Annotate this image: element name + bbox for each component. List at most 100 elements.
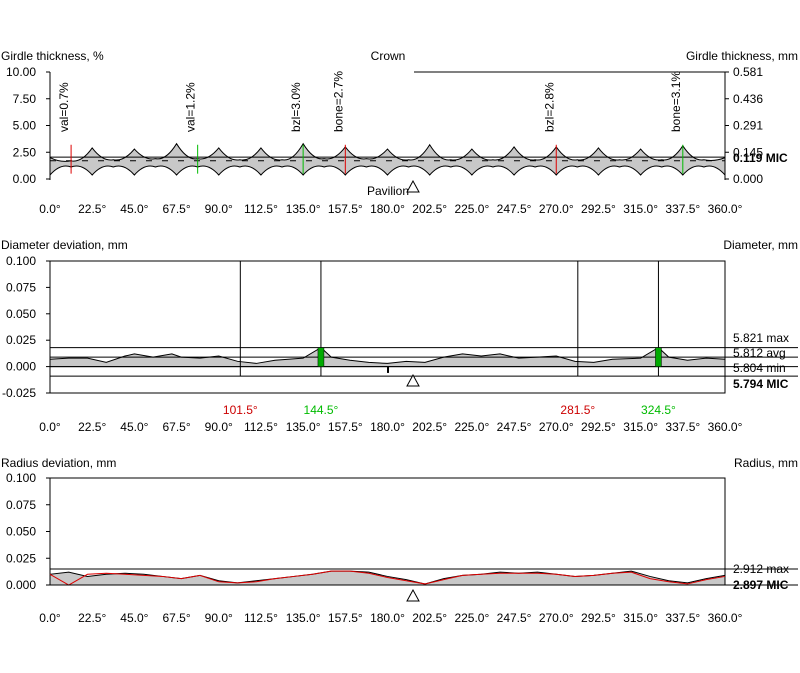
p2-angle-label: 324.5°	[641, 403, 676, 417]
p2-x-tick-label: 112.5°	[244, 420, 278, 434]
p2-right-title: Diameter, mm	[723, 238, 798, 252]
p2-triangle	[406, 373, 420, 387]
p3-x-tick-label: 157.5°	[328, 611, 363, 625]
p1-x-tick-label: 112.5°	[244, 202, 278, 216]
p2-x-tick-label: 67.5°	[162, 420, 190, 434]
p3-triangle	[406, 588, 420, 602]
p1-x-tick-label: 45.0°	[120, 202, 148, 216]
p2-avg-label: 5.812 avg	[733, 346, 786, 360]
p1-x-tick-label: 337.5°	[665, 202, 700, 216]
p3-x-tick-label: 180.0°	[370, 611, 405, 625]
p1-y-tick-label-left: 10.00	[6, 65, 36, 79]
p1-x-tick-label: 22.5°	[78, 202, 106, 216]
p3-x-tick-label: 90.0°	[205, 611, 233, 625]
p1-y-tick-label-right: 0.581	[733, 65, 763, 79]
p2-x-tick-label: 315.0°	[623, 420, 658, 434]
p1-mic-label: 0.119 MIC	[733, 151, 788, 165]
p3-radius-red-line	[49, 570, 726, 586]
p1-y-tick-label-left: 0.00	[13, 172, 37, 186]
p1-y-tick-label-right: 0.145	[733, 145, 763, 159]
p1-annotation-label: bone=2.7%	[331, 71, 345, 132]
p1-x-tick-label: 247.5°	[497, 202, 532, 216]
p2-y-tick-label: -0.025	[2, 386, 36, 400]
p2-max-label: 5.821 max	[733, 331, 789, 345]
p2-angle-label: 281.5°	[560, 403, 595, 417]
p1-x-tick-label: 360.0°	[708, 202, 743, 216]
p1-x-tick-label: 225.0°	[454, 202, 489, 216]
p2-plot-frame	[49, 260, 726, 394]
p1-x-tick-label: 292.5°	[581, 202, 616, 216]
p1-x-tick-label: 90.0°	[205, 202, 233, 216]
p2-y-tick-label: 0.025	[6, 333, 36, 347]
p2-x-tick-label: 0.0°	[39, 420, 61, 434]
p1-y-tick-label-left: 7.50	[13, 92, 37, 106]
p3-x-tick-label: 135.0°	[286, 611, 321, 625]
p2-x-tick-label: 22.5°	[78, 420, 106, 434]
p2-left-title: Diameter deviation, mm	[1, 238, 128, 252]
p1-x-tick-label: 270.0°	[539, 202, 574, 216]
p3-x-tick-label: 45.0°	[120, 611, 148, 625]
p1-annotation-label: bzl=2.8%	[542, 82, 556, 132]
p3-y-tick-label: 0.100	[6, 471, 36, 485]
p1-right-title: Girdle thickness, mm	[686, 49, 798, 63]
p3-x-tick-label: 112.5°	[244, 611, 278, 625]
p1-annotation-label: val=1.2%	[184, 82, 198, 132]
p2-x-tick-label: 202.5°	[412, 420, 447, 434]
p3-x-tick-label: 0.0°	[39, 611, 61, 625]
p1-x-tick-label: 157.5°	[328, 202, 363, 216]
p3-x-tick-label: 315.0°	[623, 611, 658, 625]
p2-x-tick-label: 225.0°	[454, 420, 489, 434]
p2-x-tick-label: 90.0°	[205, 420, 233, 434]
p1-left-title: Girdle thickness, %	[1, 49, 104, 63]
p3-radius-area	[49, 570, 726, 586]
p2-y-tick-label: 0.075	[6, 280, 36, 294]
p2-angle-label: 101.5°	[223, 403, 258, 417]
p3-x-tick-label: 270.0°	[539, 611, 574, 625]
p2-x-tick-label: 337.5°	[665, 420, 700, 434]
p2-x-tick-label: 157.5°	[328, 420, 363, 434]
p1-bottom-label: Pavilion	[367, 184, 409, 198]
p1-x-tick-label: 0.0°	[39, 202, 61, 216]
p3-x-tick-label: 22.5°	[78, 611, 106, 625]
p1-y-tick-label-right: 0.436	[733, 92, 763, 106]
p1-x-tick-label: 202.5°	[412, 202, 447, 216]
p2-x-tick-label: 45.0°	[120, 420, 148, 434]
p3-x-tick-label: 292.5°	[581, 611, 616, 625]
p3-y-tick-label: 0.000	[6, 578, 36, 592]
p1-pavilion-triangle	[406, 179, 420, 193]
p2-min-label: 5.804 min	[733, 361, 786, 375]
p2-x-tick-label: 360.0°	[708, 420, 743, 434]
p2-x-tick-label: 292.5°	[581, 420, 616, 434]
p2-mic-label: 5.794 MIC	[733, 377, 789, 391]
p3-y-tick-label: 0.025	[6, 551, 36, 565]
p3-x-tick-label: 247.5°	[497, 611, 532, 625]
p3-left-title: Radius deviation, mm	[1, 456, 116, 470]
p2-y-tick-label: 0.000	[6, 360, 36, 374]
p1-center-title: Crown	[371, 49, 406, 63]
p2-x-tick-label: 270.0°	[539, 420, 574, 434]
p1-y-tick-label-right: 0.000	[733, 172, 763, 186]
p1-y-tick-label-left: 5.00	[13, 119, 37, 133]
p1-x-tick-label: 67.5°	[162, 202, 190, 216]
p1-girdle-area	[49, 142, 726, 177]
p3-y-tick-label: 0.075	[6, 498, 36, 512]
p1-x-tick-label: 315.0°	[623, 202, 658, 216]
p2-x-tick-label: 247.5°	[497, 420, 532, 434]
p1-y-tick-label-right: 0.291	[733, 119, 763, 133]
p3-x-tick-label: 67.5°	[162, 611, 190, 625]
p3-right-title: Radius, mm	[734, 456, 798, 470]
p1-y-tick-label-left: 2.50	[13, 145, 37, 159]
p2-y-tick-label: 0.050	[6, 307, 36, 321]
p2-x-tick-label: 135.0°	[286, 420, 321, 434]
p2-y-tick-label: 0.100	[6, 254, 36, 268]
p2-angle-label: 144.5°	[304, 403, 339, 417]
p1-annotation-label: bzl=3.0%	[289, 82, 303, 132]
p1-annotation-label: val=0.7%	[57, 82, 71, 132]
p3-x-tick-label: 202.5°	[412, 611, 447, 625]
p1-x-tick-label: 135.0°	[286, 202, 321, 216]
p3-y-tick-label: 0.050	[6, 525, 36, 539]
p1-x-tick-label: 180.0°	[370, 202, 405, 216]
p3-x-tick-label: 225.0°	[454, 611, 489, 625]
p2-marker-bar	[317, 347, 325, 367]
